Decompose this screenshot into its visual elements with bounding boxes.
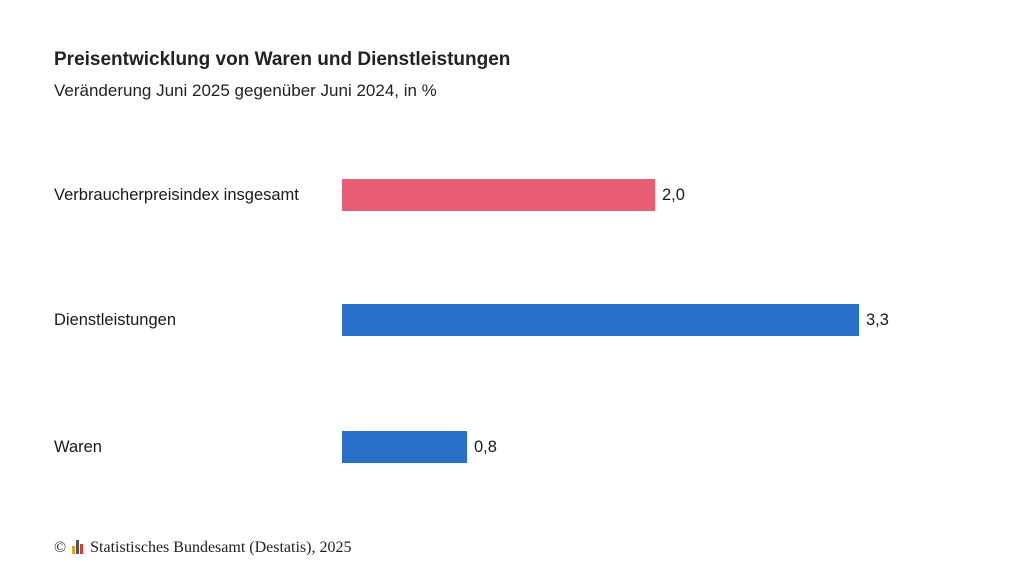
destatis-logo-icon [72,540,84,554]
bar [342,179,655,211]
value-label: 2,0 [662,186,685,204]
bar [342,304,859,336]
source-text: Statistisches Bundesamt (Destatis), 2025 [90,539,352,556]
category-label: Verbraucherpreisindex insgesamt [54,186,299,204]
copyright-symbol: © [54,539,67,556]
value-label: 0,8 [474,438,497,456]
bar [342,431,467,463]
value-label: 3,3 [866,311,889,329]
category-label: Waren [54,438,102,456]
chart-title: Preisentwicklung von Waren und Dienstlei… [54,49,511,70]
category-label: Dienstleistungen [54,311,176,329]
chart-subtitle: Veränderung Juni 2025 gegenüber Juni 202… [54,81,437,100]
source-footer: © Statistisches Bundesamt (Destatis), 20… [54,539,351,557]
